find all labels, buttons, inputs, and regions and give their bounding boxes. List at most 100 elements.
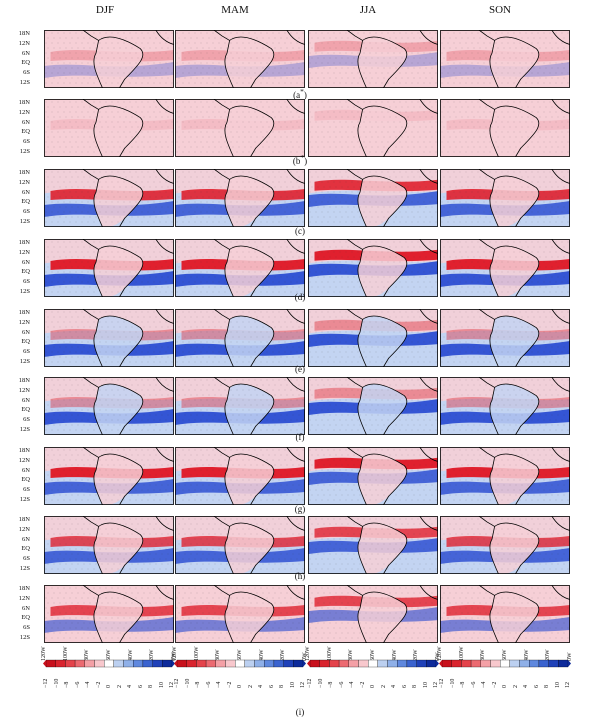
lat-label: 12N [18, 318, 30, 326]
row-label-h: (h) [294, 571, 306, 581]
map-panel [440, 585, 570, 643]
lat-label: 12N [18, 386, 30, 394]
lat-label: 18N [18, 30, 30, 37]
map-panel [308, 309, 438, 367]
lat-label: 6N [22, 466, 30, 474]
lat-label: EQ [21, 614, 30, 622]
row-label-f: (f) [295, 432, 305, 442]
lat-label: 18N [18, 516, 30, 523]
map-panel [440, 309, 570, 367]
lat-label: 18N [18, 169, 30, 176]
colorbar-tick: −2 [491, 681, 498, 688]
colorbar-tick: 6 [137, 685, 144, 688]
colorbar-tick: −6 [205, 681, 212, 688]
lat-label: EQ [21, 198, 30, 206]
colorbar-tick: 4 [391, 685, 397, 688]
lat-label: EQ [21, 338, 30, 346]
season-header-mam: MAM [221, 4, 249, 16]
map-panel [440, 516, 570, 574]
lat-label: 6S [23, 69, 30, 77]
colorbar-tick: −8 [460, 681, 466, 688]
lat-label: 18N [18, 99, 30, 106]
map-panel [175, 447, 305, 505]
map-panel [44, 99, 174, 157]
lat-label: EQ [21, 476, 30, 484]
lat-label: 6N [22, 188, 30, 196]
lat-label: 12N [18, 178, 30, 186]
map-panel [308, 585, 438, 643]
season-header-son: SON [488, 4, 511, 16]
map-panel [44, 516, 174, 574]
map-panel [175, 239, 305, 297]
colorbar-tick: −2 [226, 681, 233, 688]
colorbar-tick: −6 [470, 681, 477, 688]
colorbar [439, 659, 571, 668]
colorbar-tick: −6 [338, 681, 345, 688]
colorbar-tick: −10 [184, 678, 191, 688]
map-panel [175, 169, 305, 227]
colorbar-tick: 0 [370, 685, 376, 688]
colorbar [307, 659, 439, 668]
colorbar-tick: 4 [523, 685, 529, 688]
lat-label: EQ [21, 545, 30, 553]
colorbar-tick: 2 [512, 685, 519, 688]
colorbar-tick: 12 [565, 682, 571, 688]
lat-label: 6S [23, 416, 30, 424]
row-label-b: (b*) [292, 153, 308, 166]
map-panel [308, 377, 438, 435]
colorbar-tick: 10 [554, 682, 561, 688]
lat-label: EQ [21, 406, 30, 414]
colorbar-tick: 0 [237, 685, 243, 688]
colorbar-tick: 12 [300, 682, 306, 688]
colorbar-tick: −12 [439, 678, 445, 688]
row-label-c: (c) [295, 226, 305, 236]
colorbar-tick: −12 [174, 678, 180, 688]
lat-label: 6S [23, 486, 30, 494]
map-panel [44, 309, 174, 367]
colorbar-tick: 8 [279, 685, 285, 688]
map-panel [440, 239, 570, 297]
lat-label: 12S [19, 148, 30, 155]
colorbar-tick: 10 [422, 682, 429, 688]
lat-label: 18N [18, 309, 30, 316]
map-panel [440, 30, 570, 88]
map-panel [44, 239, 174, 297]
colorbar-tick: −2 [95, 681, 102, 688]
map-panel [440, 447, 570, 505]
colorbar-tick: −2 [359, 681, 366, 688]
map-panel [175, 516, 305, 574]
colorbar-tick: −4 [481, 681, 487, 688]
lat-label: 12N [18, 594, 30, 602]
colorbar-tick: −10 [53, 678, 60, 688]
map-panel [44, 30, 174, 88]
row-label-g: (g) [294, 504, 306, 514]
row-label-a: (a*) [293, 87, 307, 100]
map-panel [440, 377, 570, 435]
map-panel [308, 239, 438, 297]
map-panel [308, 99, 438, 157]
colorbar [174, 659, 306, 668]
lat-label: 12N [18, 525, 30, 533]
lat-label: 6S [23, 348, 30, 356]
lat-label: EQ [21, 59, 30, 67]
colorbar-tick: 8 [412, 685, 418, 688]
lat-label: 18N [18, 377, 30, 384]
colorbar-tick: −12 [307, 678, 313, 688]
row-label-e: (e) [295, 364, 305, 374]
colorbar-tick: −12 [43, 678, 49, 688]
map-panel [175, 30, 305, 88]
row-label-i: (i) [295, 707, 305, 717]
colorbar-tick: −4 [216, 681, 222, 688]
lat-label: 6S [23, 555, 30, 563]
lat-label: EQ [21, 128, 30, 136]
colorbar-tick: 4 [127, 685, 133, 688]
lat-label: 12S [19, 565, 30, 572]
lat-label: 6N [22, 396, 30, 404]
colorbar-tick: 8 [148, 685, 154, 688]
colorbar-tick: 2 [380, 685, 387, 688]
map-panel [308, 447, 438, 505]
lat-label: 6N [22, 535, 30, 543]
colorbar-tick: 8 [544, 685, 550, 688]
colorbar-tick: −4 [349, 681, 355, 688]
map-panel [308, 516, 438, 574]
